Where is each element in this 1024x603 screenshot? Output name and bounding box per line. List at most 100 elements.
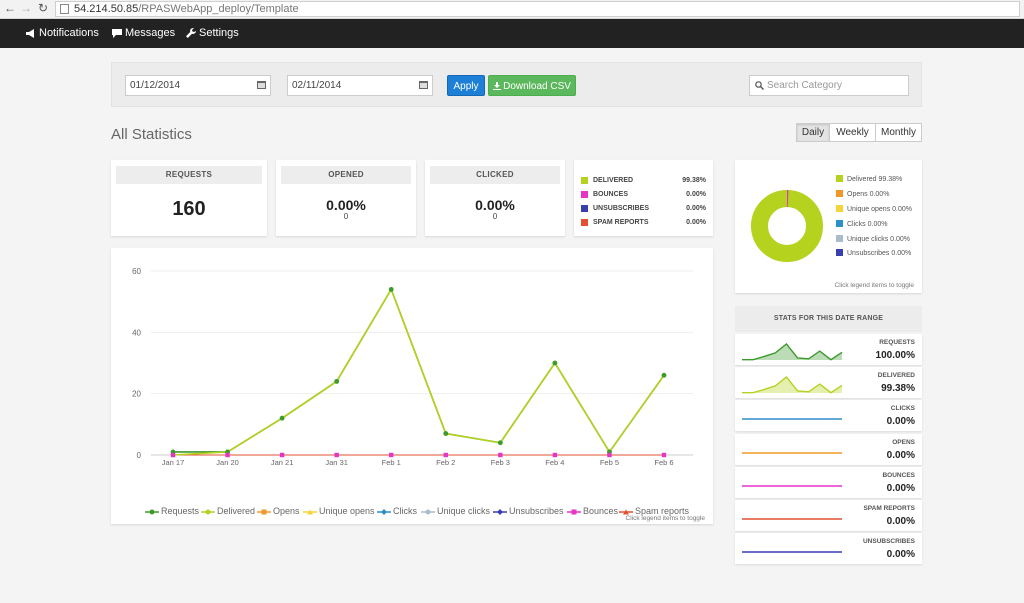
period-monthly-button[interactable]: Monthly <box>875 123 922 142</box>
range-value: 0.00% <box>886 416 915 428</box>
legend-label: Unsubscribes <box>509 506 564 516</box>
legend-item-unsubscribes[interactable]: Unsubscribes <box>493 506 564 516</box>
filter-bar: 01/12/2014 02/11/2014 Apply Download CSV… <box>111 62 922 107</box>
main-chart-card: 0 20 40 60 Jan 17 Jan 20 Jan 21 Jan 31 Feb 1 Feb … <box>111 248 713 524</box>
donut-legend-item[interactable]: Clicks 0.00% <box>836 220 887 229</box>
legend-item-opens[interactable]: Opens <box>257 506 300 516</box>
data-point <box>388 287 394 292</box>
range-value: 99.38% <box>881 383 915 395</box>
opened-count: 0 <box>343 212 349 221</box>
legend-swatch <box>581 219 588 226</box>
download-csv-button[interactable]: Download CSV <box>488 75 576 96</box>
requests-value: 160 <box>172 198 206 220</box>
range-row-spam-reports: SPAM REPORTS 0.00% <box>735 500 922 531</box>
legend-item-bounces[interactable]: Bounces <box>567 506 618 516</box>
data-point <box>498 452 503 458</box>
search-placeholder: Search Category <box>767 80 843 91</box>
donut-legend-item[interactable]: Opens 0.00% <box>836 190 889 199</box>
data-point <box>661 372 667 378</box>
opened-card: OPENED 0.00% 0 <box>276 160 416 236</box>
donut-legend-note: Click legend items to toggle <box>834 282 915 289</box>
range-label: BOUNCES <box>882 471 915 479</box>
data-point <box>334 379 340 384</box>
legend-label: Delivered <box>217 506 256 516</box>
back-icon[interactable]: ← <box>4 1 16 15</box>
donut-legend-item[interactable]: Delivered 99.38% <box>836 175 902 184</box>
top-navbar: Notifications Messages Settings <box>0 19 1024 48</box>
series-line <box>172 287 665 456</box>
sparkline <box>742 376 843 394</box>
legend-item-delivered[interactable]: Delivered <box>201 506 255 516</box>
legend-label: Requests <box>161 506 200 516</box>
legend-swatch <box>836 220 843 227</box>
legend-item-unique-clicks[interactable]: Unique clicks <box>421 506 490 516</box>
start-date-field[interactable]: 01/12/2014 <box>125 75 271 96</box>
x-tick-label: Feb 5 <box>600 458 619 467</box>
nav-notifications[interactable]: Notifications <box>25 19 99 48</box>
period-weekly-button[interactable]: Weekly <box>829 123 876 142</box>
x-tick-label: Jan 20 <box>216 458 239 467</box>
donut-legend-item[interactable]: Unique opens 0.00% <box>836 205 912 214</box>
reload-icon[interactable]: ↻ <box>38 1 49 15</box>
legend-item-unique-opens[interactable]: Unique opens <box>303 506 375 516</box>
period-daily-button[interactable]: Daily <box>796 123 830 142</box>
x-tick-label: Jan 21 <box>271 458 294 467</box>
forward-icon[interactable]: → <box>20 1 32 15</box>
rate-label: DELIVERED <box>593 177 634 184</box>
rates-card: DELIVERED 99.38% BOUNCES 0.00% UNSUBSCRI… <box>574 160 713 236</box>
nav-settings[interactable]: Settings <box>186 19 239 48</box>
data-point <box>443 431 449 436</box>
range-value: 0.00% <box>886 482 915 494</box>
donut-legend-item[interactable]: Unsubscribes 0.00% <box>836 249 911 258</box>
search-category-input[interactable]: Search Category <box>749 75 909 96</box>
page-icon <box>60 4 69 14</box>
data-point <box>389 452 394 458</box>
sparkline-line <box>742 343 843 361</box>
x-tick-label: Jan 31 <box>325 458 348 467</box>
calendar-icon[interactable] <box>257 80 266 89</box>
rate-value: 0.00% <box>686 191 706 198</box>
legend-label: Unique clicks <box>437 506 491 516</box>
data-point <box>170 452 176 458</box>
data-point <box>443 452 448 458</box>
range-label: REQUESTS <box>879 339 915 346</box>
sparkline <box>742 551 842 553</box>
y-tick-label: 60 <box>132 267 141 276</box>
wrench-icon <box>186 28 196 39</box>
range-label: OPENS <box>892 438 915 446</box>
requests-card-title: REQUESTS <box>116 166 262 184</box>
legend-label: Clicks <box>393 506 417 516</box>
calendar-icon[interactable] <box>419 80 428 89</box>
donut-legend-item[interactable]: Unique clicks 0.00% <box>836 235 910 244</box>
range-value: 0.00% <box>886 549 915 561</box>
search-icon <box>755 81 764 90</box>
clicked-card: CLICKED 0.00% 0 <box>425 160 565 236</box>
end-date-field[interactable]: 02/11/2014 <box>287 75 433 96</box>
rate-value: 99.38% <box>682 177 706 184</box>
range-row-opens: OPENS 0.00% <box>735 433 922 465</box>
data-point <box>497 440 503 446</box>
data-point <box>552 452 558 458</box>
download-icon <box>493 82 502 90</box>
browser-toolbar: ← → ↻ 54.214.50.85/RPASWebApp_deploy/Tem… <box>0 0 1024 19</box>
range-row-bounces: BOUNCES 0.00% <box>735 466 922 498</box>
url-path: /RPASWebApp_deploy/Template <box>138 3 299 15</box>
legend-item-requests[interactable]: Requests <box>145 506 199 516</box>
legend-swatch <box>836 175 843 182</box>
series-line <box>173 287 665 454</box>
page-title: All Statistics <box>111 126 192 143</box>
end-date-value: 02/11/2014 <box>292 80 342 91</box>
opened-pct: 0.00% <box>326 197 366 213</box>
range-row-delivered: DELIVERED 99.38% <box>735 367 922 399</box>
donut-legend-label: Unique clicks 0.00% <box>847 236 911 243</box>
legend-item-clicks[interactable]: Clicks <box>377 506 417 516</box>
apply-button[interactable]: Apply <box>447 75 485 96</box>
data-point <box>279 415 285 421</box>
nav-messages-label: Messages <box>125 27 176 39</box>
donut-chart <box>751 190 823 262</box>
legend-item-spam-reports[interactable]: Spam reports <box>619 506 689 516</box>
address-bar[interactable]: 54.214.50.85/RPASWebApp_deploy/Template <box>55 1 1020 17</box>
legend-swatch <box>581 191 588 198</box>
nav-messages[interactable]: Messages <box>112 19 175 48</box>
opened-card-title: OPENED <box>281 166 411 184</box>
